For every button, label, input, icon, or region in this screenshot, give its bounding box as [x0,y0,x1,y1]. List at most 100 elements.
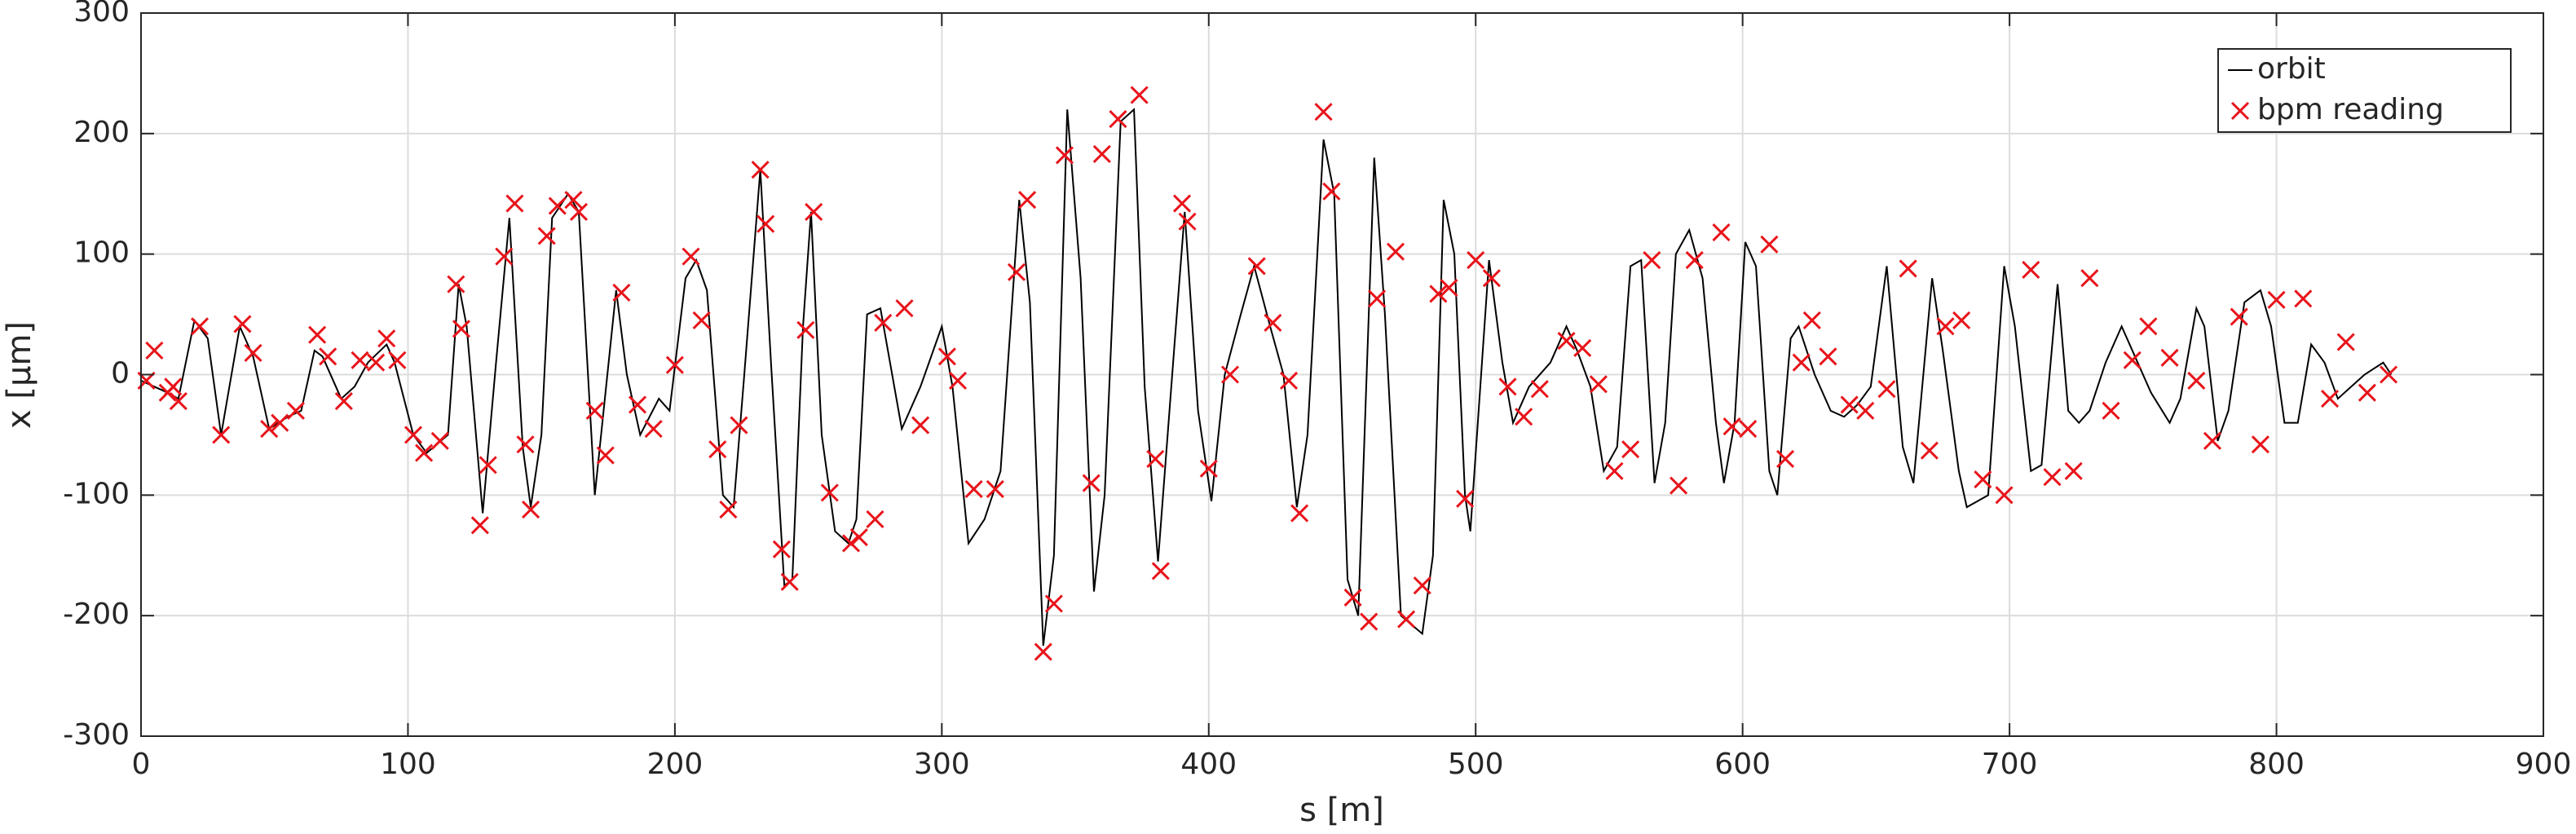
x-tick-label: 300 [914,748,970,781]
bpm-marker [2267,290,2286,309]
y-tick-label: 200 [73,116,130,149]
x-tick-label: 500 [1448,748,1504,781]
x-tick-label: 200 [647,748,704,781]
x-tick-label: 900 [2516,748,2572,781]
bpm-marker [2160,348,2179,367]
bpm-marker [367,353,386,372]
bpm-marker [233,315,252,333]
bpm-marker [1151,562,1170,580]
bpm-marker [751,161,770,179]
bpm-marker [1899,259,1917,278]
bpm-marker [1247,257,1266,276]
bpm-marker [1712,223,1731,242]
bpm-marker [796,320,815,339]
bpm-marker [1840,395,1859,414]
bpm-marker [2102,401,2120,420]
bpm-marker [244,343,262,362]
y-tick-label: 300 [73,0,130,29]
bpm-marker [522,501,540,519]
bpm-marker [1557,332,1576,351]
bpm-marker [911,416,930,435]
bpm-marker [505,194,524,213]
bpm-marker [2230,307,2248,326]
bpm-marker [1360,612,1378,631]
bpm-marker [964,479,983,499]
bpm-marker [1322,182,1341,201]
bpm-marker [2380,365,2398,384]
bpm-marker [1952,311,1971,330]
bpm-marker [849,528,868,547]
bpm-marker [1856,401,1875,420]
bpm-marker [1877,380,1896,399]
bpm-marker [1775,449,1795,469]
bpm-marker [169,391,187,411]
bpm-marker [2022,260,2040,279]
bpm-marker [308,325,327,344]
bpm-marker [628,395,647,414]
bpm-marker [1146,449,1165,469]
bpm-marker [719,501,738,519]
bpm-marker [1605,461,1624,480]
bpm-marker [452,320,470,338]
bpm-marker [1290,504,1309,523]
bpm-marker [1515,408,1533,426]
x-axis-label: s [m] [1299,792,1384,829]
bpm-marker [1092,144,1111,164]
bpm-marker [986,479,1004,499]
bpm-marker [1109,110,1127,129]
bpm-marker [708,440,727,459]
bpm-marker [820,483,839,502]
x-tick-label: 600 [1714,748,1771,781]
bpm-marker [388,351,407,369]
bpm-marker [596,446,615,465]
bpm-marker [495,247,514,266]
y-tick-label: -100 [63,477,130,510]
x-tick-label: 400 [1180,748,1237,781]
bpm-marker [2187,371,2206,390]
bpm-marker [1007,263,1026,281]
bpm-marker [1082,474,1101,492]
bpm-marker [1792,353,1811,372]
bpm-marker [2336,333,2355,351]
bpm-marker [1739,419,1758,439]
y-tick-label: -200 [63,598,130,631]
bpm-marker [1386,242,1405,261]
bpm-marker [874,313,893,332]
legend-label: orbit [2257,52,2326,86]
legend-box [2217,48,2512,133]
bpm-marker [772,540,791,558]
legend: orbit bpm reading [2217,48,2512,133]
bpm-marker [1482,269,1501,288]
bpm-marker [2123,351,2142,369]
bpm-marker [2358,383,2376,402]
bpm-marker [1044,594,1063,613]
bpm-marker [447,275,465,293]
bpm-marker [1199,459,1218,478]
bpm-marker [612,283,631,302]
bpm-marker [866,510,884,528]
bpm-marker [1722,417,1741,436]
y-tick-label: -300 [63,718,130,752]
bpm-marker [271,413,289,432]
legend-label: bpm reading [2257,93,2444,126]
bpm-marker [1760,235,1779,254]
bpm-marker [780,572,799,591]
bpm-marker [2043,468,2062,487]
bpm-marker [1995,486,2014,505]
bpm-marker [1920,441,1939,460]
bpm-marker [1368,289,1387,308]
legend-swatch [2230,101,2250,121]
bpm-marker [1589,375,1608,394]
bpm-marker [2064,461,2083,480]
bpm-marker [1530,380,1549,399]
bpm-marker [1802,311,1821,330]
bpm-marker [948,371,968,390]
bpm-marker [730,416,748,435]
orbit-line [140,108,2393,646]
bpm-marker [319,347,337,366]
bpm-marker [260,419,279,439]
bpm-marker [1819,347,1837,366]
bpm-marker [2320,390,2340,408]
bpm-marker [1685,250,1704,270]
